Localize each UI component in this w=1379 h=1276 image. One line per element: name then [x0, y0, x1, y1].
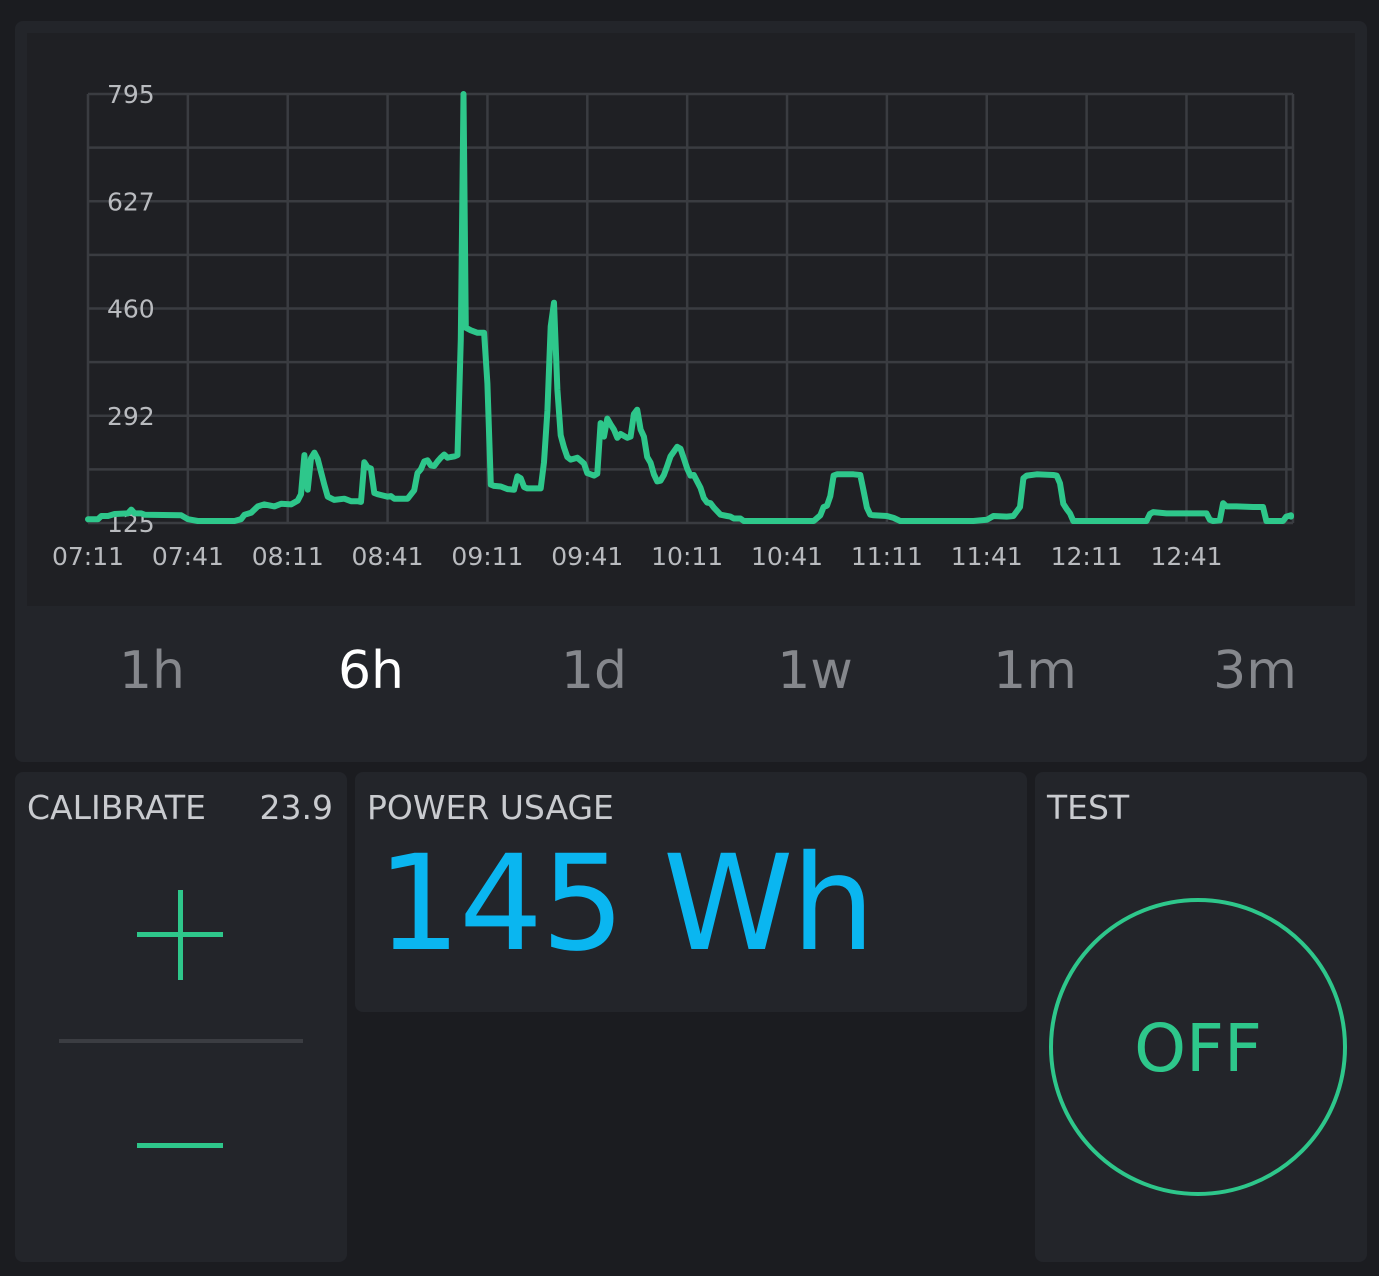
chart-panel: 795 627 460 292 125 07:11 07:41 08:11 08:41 09:11…	[15, 21, 1367, 762]
calibrate-widget: CALIBRATE 23.9	[15, 772, 347, 1262]
y-tick-label: 460	[107, 295, 155, 324]
x-tick-label: 08:41	[352, 542, 424, 571]
calibrate-title: CALIBRATE	[27, 788, 206, 827]
range-tab-1m[interactable]: 1m	[993, 641, 1077, 701]
range-tab-1h[interactable]: 1h	[118, 641, 186, 701]
x-tick-label: 10:11	[651, 542, 723, 571]
x-tick-label: 08:11	[252, 542, 324, 571]
x-tick-label: 10:41	[751, 542, 823, 571]
x-tick-label: 12:41	[1150, 542, 1222, 571]
power-usage-widget: POWER USAGE 145 Wh	[355, 772, 1027, 1012]
power-usage-title: POWER USAGE	[367, 788, 614, 827]
y-tick-label: 627	[107, 188, 155, 217]
decrement-button[interactable]	[125, 1092, 235, 1202]
minus-icon	[137, 1143, 223, 1148]
x-tick-label: 07:11	[52, 542, 124, 571]
range-tab-1w[interactable]: 1w	[777, 641, 853, 701]
plus-icon-vertical	[178, 890, 183, 980]
power-series-line	[85, 91, 1294, 524]
test-widget: TEST OFF	[1035, 772, 1367, 1262]
increment-button[interactable]	[125, 882, 235, 992]
power-usage-value: 145 Wh	[377, 827, 875, 981]
calibrate-divider	[59, 1039, 303, 1043]
x-tick-label: 11:41	[951, 542, 1023, 571]
test-toggle-state: OFF	[1134, 1010, 1262, 1087]
x-tick-label: 09:11	[451, 542, 523, 571]
range-tab-1d[interactable]: 1d	[560, 641, 628, 701]
range-tab-3m[interactable]: 3m	[1213, 641, 1297, 701]
calibrate-value: 23.9	[259, 788, 333, 827]
range-tabs: 1h 6h 1d 1w 1m 3m	[27, 621, 1355, 731]
x-tick-label: 11:11	[851, 542, 923, 571]
x-tick-label: 12:11	[1051, 542, 1123, 571]
test-toggle-button[interactable]: OFF	[1049, 898, 1347, 1196]
y-tick-label: 795	[107, 80, 155, 109]
chart-area: 795 627 460 292 125 07:11 07:41 08:11 08:41 09:11…	[27, 33, 1355, 606]
test-title: TEST	[1047, 788, 1130, 827]
x-tick-label: 09:41	[551, 542, 623, 571]
range-tab-6h[interactable]: 6h	[337, 641, 405, 701]
x-tick-label: 07:41	[152, 542, 224, 571]
y-tick-label: 292	[107, 402, 155, 431]
